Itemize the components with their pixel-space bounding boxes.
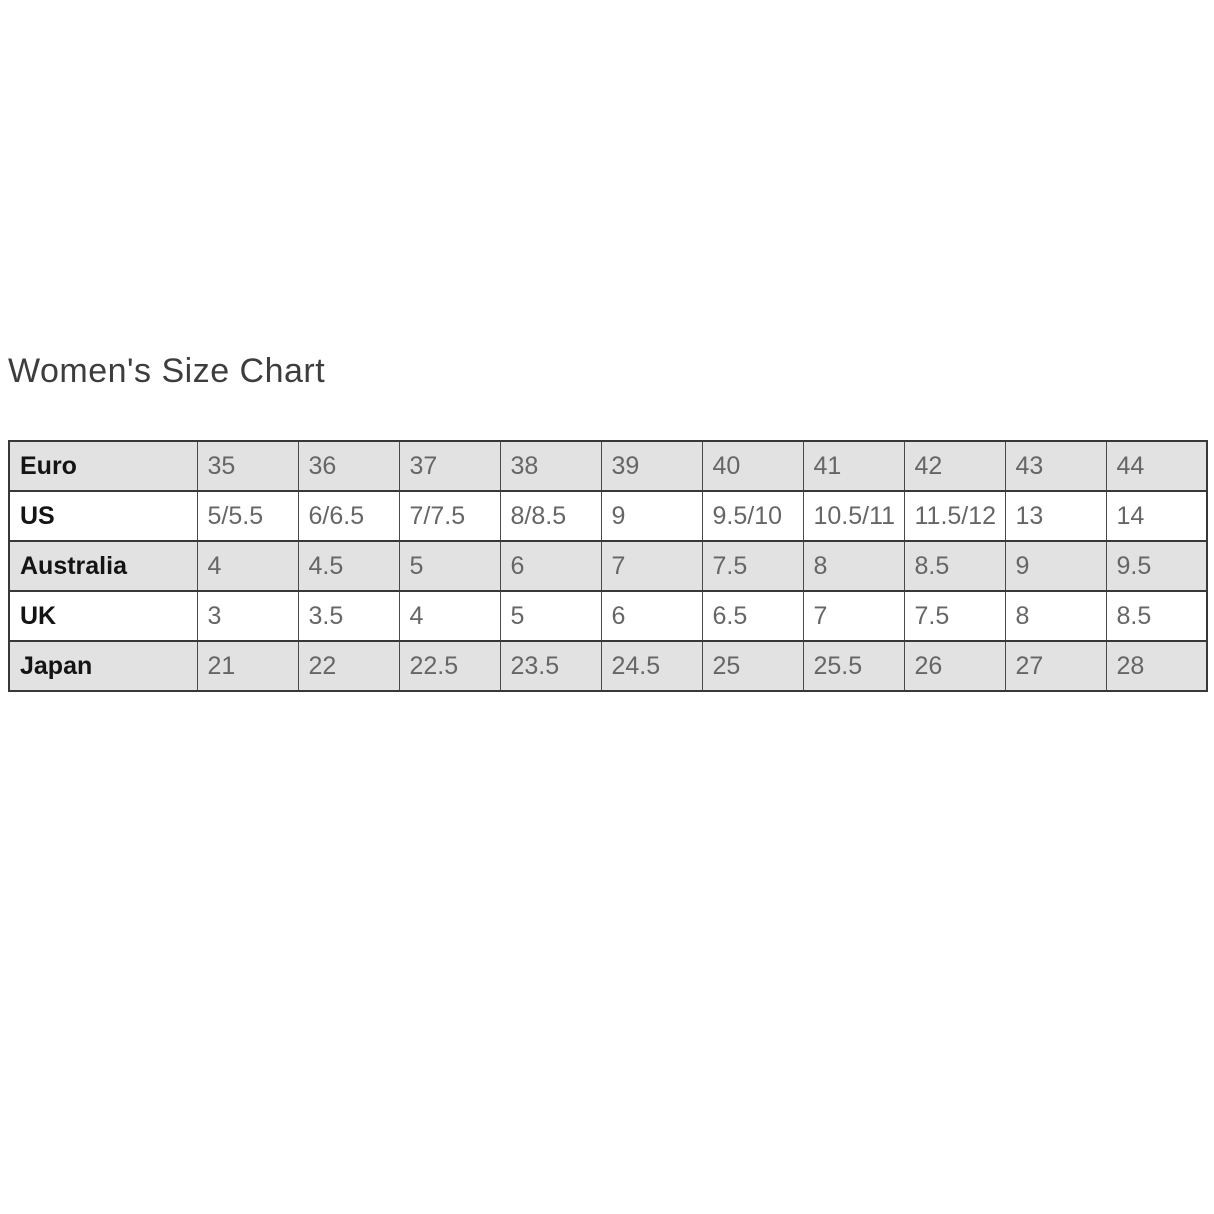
size-cell: 14 — [1105, 490, 1208, 542]
size-cell: 8.5 — [903, 540, 1006, 592]
size-cell: 7.5 — [701, 540, 804, 592]
row-label: Euro — [8, 440, 198, 492]
size-cell: 7 — [600, 540, 703, 592]
size-cell: 44 — [1105, 440, 1208, 492]
size-cell: 9.5/10 — [701, 490, 804, 542]
size-cell: 37 — [398, 440, 501, 492]
size-cell: 21 — [196, 640, 299, 692]
size-cell: 22 — [297, 640, 400, 692]
size-cell: 42 — [903, 440, 1006, 492]
size-cell: 9.5 — [1105, 540, 1208, 592]
size-cell: 10.5/11 — [802, 490, 905, 542]
table-row: Euro 35 36 37 38 39 40 41 42 43 44 — [8, 440, 1208, 492]
size-cell: 36 — [297, 440, 400, 492]
size-cell: 6.5 — [701, 590, 804, 642]
size-chart-table: Euro 35 36 37 38 39 40 41 42 43 44 US 5/5.5 6/6.5 7/7.… — [8, 440, 1208, 692]
size-cell: 6/6.5 — [297, 490, 400, 542]
size-cell: 13 — [1004, 490, 1107, 542]
size-cell: 7.5 — [903, 590, 1006, 642]
size-chart-body: Euro 35 36 37 38 39 40 41 42 43 44 US 5/5.5 6/6.5 7/7.… — [8, 440, 1208, 692]
size-cell: 9 — [600, 490, 703, 542]
size-cell: 40 — [701, 440, 804, 492]
size-cell: 22.5 — [398, 640, 501, 692]
size-cell: 28 — [1105, 640, 1208, 692]
size-cell: 5 — [398, 540, 501, 592]
row-label: UK — [8, 590, 198, 642]
size-cell: 38 — [499, 440, 602, 492]
table-row: UK 3 3.5 4 5 6 6.5 7 7.5 8 8.5 — [8, 590, 1208, 642]
size-cell: 6 — [499, 540, 602, 592]
size-cell: 27 — [1004, 640, 1107, 692]
row-label: Japan — [8, 640, 198, 692]
size-cell: 5/5.5 — [196, 490, 299, 542]
page-title: Women's Size Chart — [8, 352, 326, 390]
size-cell: 7/7.5 — [398, 490, 501, 542]
size-cell: 4 — [196, 540, 299, 592]
table-row: Japan 21 22 22.5 23.5 24.5 25 25.5 26 27 28 — [8, 640, 1208, 692]
size-cell: 4.5 — [297, 540, 400, 592]
size-cell: 9 — [1004, 540, 1107, 592]
size-cell: 25.5 — [802, 640, 905, 692]
size-cell: 39 — [600, 440, 703, 492]
size-cell: 25 — [701, 640, 804, 692]
size-cell: 7 — [802, 590, 905, 642]
table-row: US 5/5.5 6/6.5 7/7.5 8/8.5 9 9.5/10 10.5/11 11.5… — [8, 490, 1208, 542]
size-cell: 43 — [1004, 440, 1107, 492]
row-label: Australia — [8, 540, 198, 592]
size-cell: 8.5 — [1105, 590, 1208, 642]
size-cell: 23.5 — [499, 640, 602, 692]
size-cell: 41 — [802, 440, 905, 492]
size-cell: 6 — [600, 590, 703, 642]
size-cell: 8/8.5 — [499, 490, 602, 542]
size-cell: 8 — [1004, 590, 1107, 642]
size-cell: 3.5 — [297, 590, 400, 642]
row-label: US — [8, 490, 198, 542]
size-cell: 8 — [802, 540, 905, 592]
size-cell: 35 — [196, 440, 299, 492]
size-cell: 5 — [499, 590, 602, 642]
size-cell: 3 — [196, 590, 299, 642]
size-cell: 11.5/12 — [903, 490, 1006, 542]
size-cell: 24.5 — [600, 640, 703, 692]
table-row: Australia 4 4.5 5 6 7 7.5 8 8.5 9 9.5 — [8, 540, 1208, 592]
size-cell: 26 — [903, 640, 1006, 692]
size-cell: 4 — [398, 590, 501, 642]
